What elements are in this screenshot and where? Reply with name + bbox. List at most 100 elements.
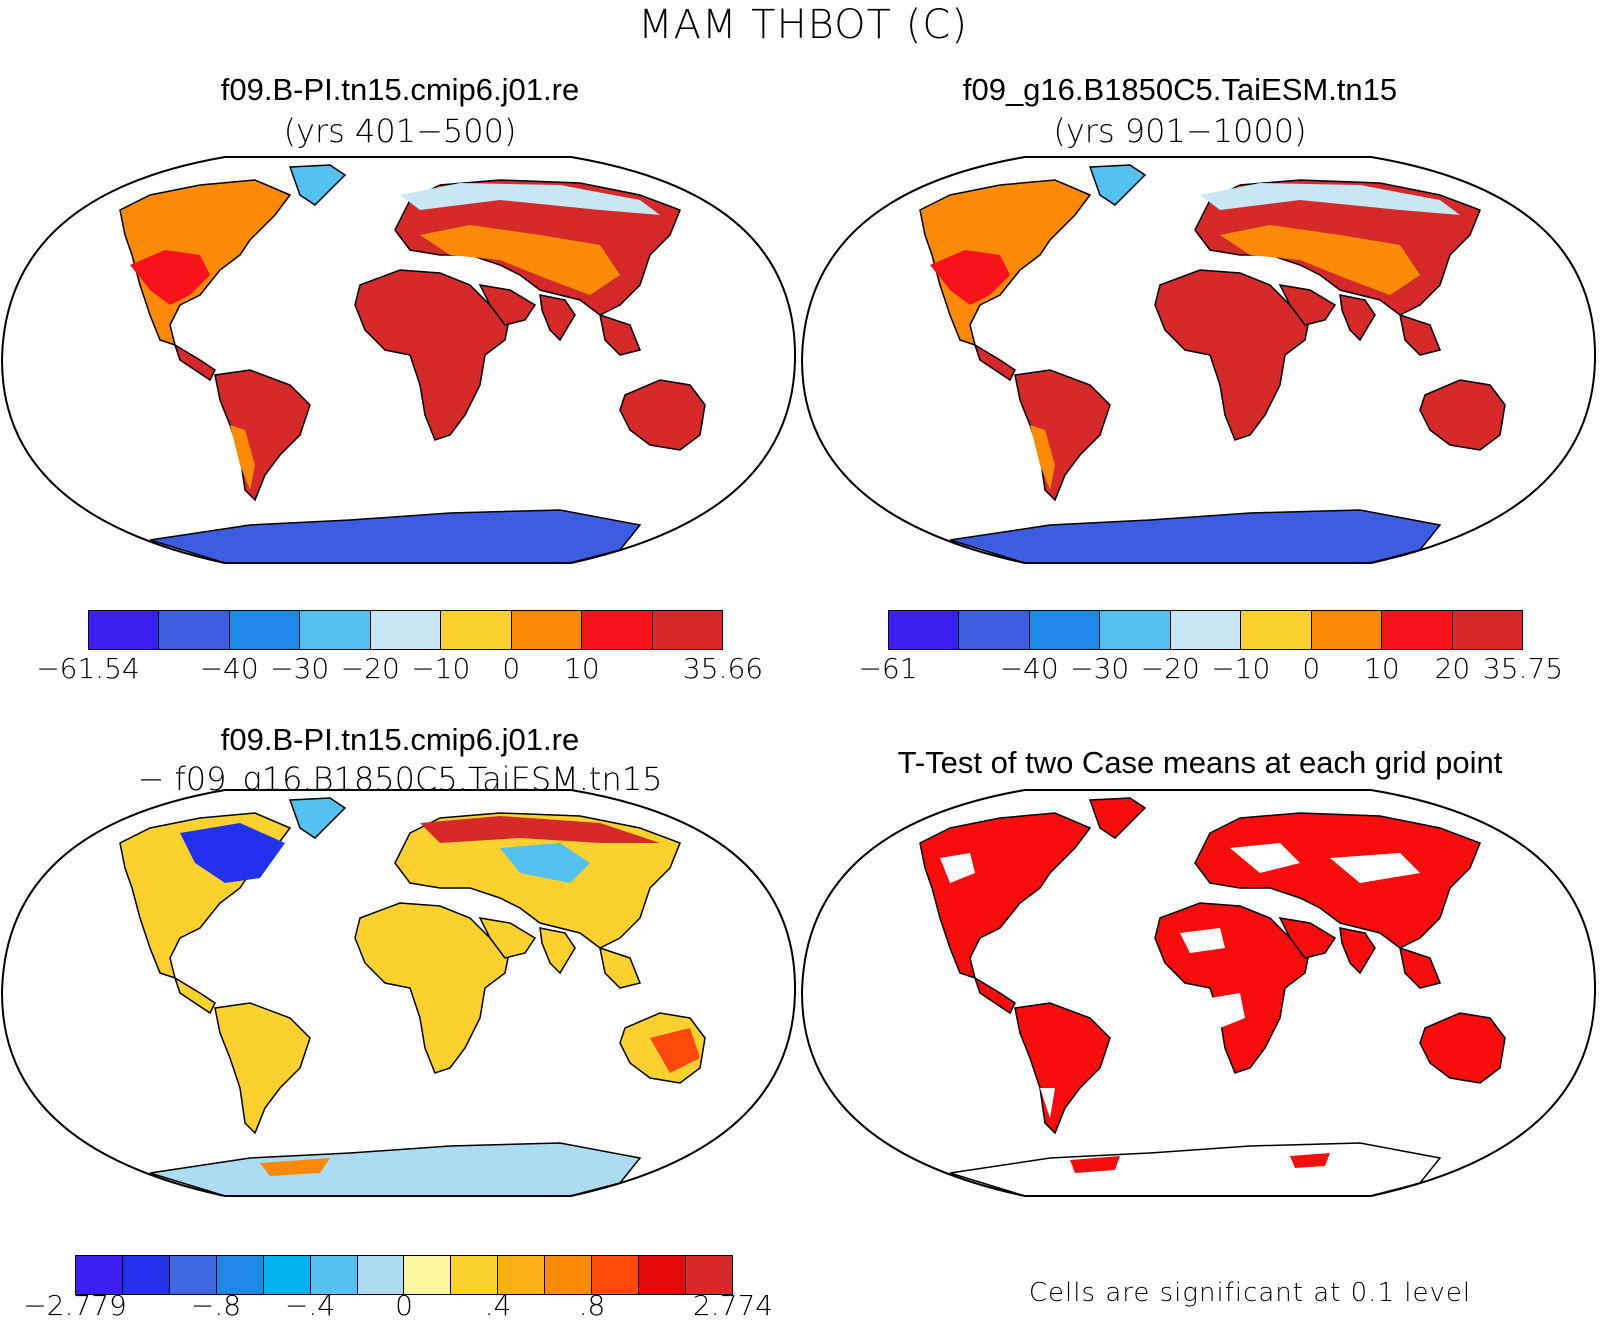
colorbar-case1-ticks: −61.54 −40 −30 −20 −10 0 10 35.66 [36,652,763,686]
colorbar-tick-label: 20 [1434,652,1471,685]
temperature-region [930,250,1010,305]
panel-3-title: f09.B-PI.tn15.cmip6.j01.re [220,722,580,757]
land-layer [119,797,706,1197]
colorbar-tick-label: −40 [999,652,1059,685]
anomaly-region [420,816,660,843]
colorbar-swatch [1100,611,1171,649]
colorbar-tick-label: 10 [564,652,600,685]
landmass [478,284,537,326]
significant-region [1070,1156,1120,1173]
anomaly-region [500,843,590,883]
landmass [599,313,642,356]
colorbar-swatch [1382,611,1453,649]
colorbar-swatch [1241,611,1312,649]
map-frame [800,156,1597,564]
land-layer [119,164,706,564]
colorbar-swatch [370,611,442,649]
colorbar-tick-label: −2.779 [23,1289,127,1322]
landmass [354,902,511,1074]
colorbar-tick-label: −30 [1070,652,1130,685]
colorbar-swatch [357,1256,405,1294]
colorbar-swatch [498,1256,546,1294]
insignificant-region [1230,843,1300,873]
colorbar-case2-ticks: −61 −40 −30 −20 −10 0 10 20 35.75 [858,652,1563,686]
map-ttest [800,789,1597,1197]
colorbar-case1 [88,610,723,650]
anomaly-region [180,823,285,883]
landmass [214,1002,311,1135]
landmass [288,164,347,206]
map-difference [0,789,797,1197]
landmass [1088,797,1147,839]
colorbar-swatch [229,611,301,649]
landmass [354,269,511,441]
colorbar-swatch [1452,611,1522,649]
colorbar-tick-label: 2.774 [692,1289,774,1322]
colorbar-tick-label: 10 [1364,652,1400,685]
colorbar-swatch [889,611,960,649]
figure-title: MAM THBOT (C) [638,2,968,48]
colorbar-swatch [545,1256,593,1294]
panel-4-title: T-Test of two Case means at each grid po… [897,745,1503,780]
landmass [173,976,216,1015]
panel-2-title: f09_g16.B1850C5.TaiESM.tn15 [962,72,1398,107]
map-case2 [800,156,1597,564]
colorbar-tick-label: 0 [1302,652,1321,685]
landmass [1154,269,1311,441]
landmass [619,379,706,451]
colorbar-tick-label: 35.75 [1482,652,1564,685]
map-frame [800,789,1597,1197]
colorbar-tick-label: −30 [270,652,330,685]
colorbar-tick-label: −.8 [190,1289,242,1322]
map-case1 [0,156,797,564]
landmass [1014,1002,1111,1135]
colorbar-swatch [685,1256,732,1294]
colorbar-swatch [1029,611,1101,649]
landmass [1419,1012,1506,1084]
landmass [919,179,1092,347]
insignificant-region [1330,853,1420,883]
temperature-region [400,183,660,215]
colorbar-swatch [76,1256,123,1294]
colorbar-swatch [511,611,583,649]
colorbar-tick-label: −10 [411,652,471,685]
colorbar-swatch [89,611,160,649]
temperature-region [230,425,255,490]
colorbar-tick-label: 35.66 [682,652,764,685]
landmass [1278,917,1337,959]
temperature-region [1030,425,1055,490]
anomaly-region [650,1028,700,1073]
colorbar-swatch [404,1256,452,1294]
colorbar-case2 [888,610,1523,650]
landmass [478,917,537,959]
colorbar-tick-label: .4 [484,1289,512,1322]
colorbar-tick-label: .8 [578,1289,606,1322]
colorbar-swatch [582,611,653,649]
colorbar-tick-label: −.4 [284,1289,336,1322]
colorbar-swatch [639,1256,686,1294]
colorbar-tick-label: −61.54 [36,652,140,685]
insignificant-region [1180,928,1225,953]
temperature-region [420,225,620,295]
colorbar-tick-label: 0 [395,1289,413,1322]
insignificant-region [1210,993,1245,1028]
colorbar-tick-label: −20 [340,652,400,685]
map-frame [0,156,797,564]
colorbar-swatch [1311,611,1383,649]
panel-2-subtitle: (yrs 901−1000) [1053,112,1307,150]
landmass [173,343,216,382]
colorbar-tick-label: 0 [502,652,521,685]
colorbar-swatch [959,611,1030,649]
land-layer [919,797,1506,1197]
landmass [394,812,681,949]
landmass [973,976,1016,1015]
colorbar-swatch [169,1256,217,1294]
colorbar-tick-label: −61 [858,652,918,685]
landmass [1339,927,1376,975]
landmass [1419,379,1506,451]
map-frame [0,789,797,1197]
colorbar-difference [75,1255,733,1295]
colorbar-swatch [159,611,230,649]
colorbar-swatch [122,1256,170,1294]
panel-1-subtitle: (yrs 401−500) [283,112,517,150]
